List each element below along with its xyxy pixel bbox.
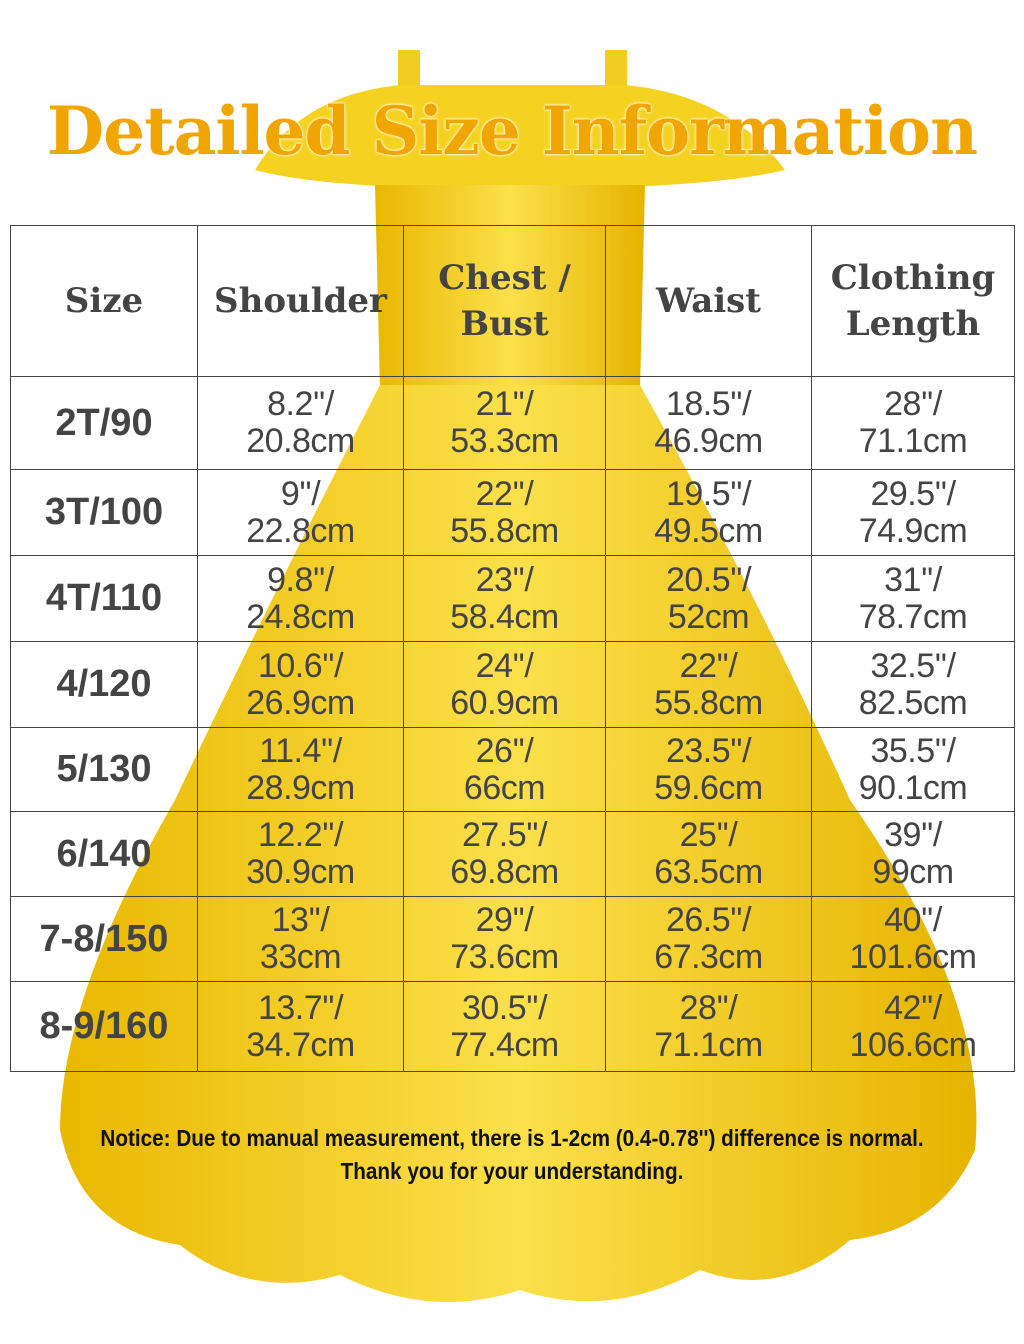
- measurement-cell: 27.5''/ 69.8cm: [403, 811, 606, 897]
- column-header: Waist: [605, 225, 812, 377]
- measurement-cell: 23.5''/ 59.6cm: [605, 727, 812, 812]
- page-title: Detailed Size Information: [46, 92, 978, 170]
- measurement-cell: 31''/ 78.7cm: [811, 555, 1015, 642]
- measurement-cell: 29''/ 73.6cm: [403, 896, 606, 982]
- measurement-cell: 18.5''/ 46.9cm: [605, 376, 812, 470]
- measurement-cell: 29.5''/ 74.9cm: [811, 469, 1015, 556]
- measurement-cell: 10.6''/ 26.9cm: [197, 641, 404, 728]
- measurement-cell: 42''/ 106.6cm: [811, 981, 1015, 1072]
- measurement-cell: 24''/ 60.9cm: [403, 641, 606, 728]
- size-cell: 6/140: [10, 811, 198, 897]
- measurement-cell: 23''/ 58.4cm: [403, 555, 606, 642]
- size-cell: 3T/100: [10, 469, 198, 556]
- table-row: 2T/90 8.2''/ 20.8cm 21''/ 53.3cm 18.5''/ 46…: [10, 376, 1015, 470]
- notice-line-1: Notice: Due to manual measurement, there…: [100, 1125, 924, 1151]
- table-row: 3T/100 9''/ 22.8cm 22''/ 55.8cm 19.5''/ 49.…: [10, 469, 1015, 556]
- size-cell: 2T/90: [10, 376, 198, 470]
- size-cell: 8-9/160: [10, 981, 198, 1072]
- column-header: Chest / Bust: [403, 225, 606, 377]
- measurement-cell: 26''/ 66cm: [403, 727, 606, 812]
- table-row: 4T/110 9.8''/ 24.8cm 23''/ 58.4cm 20.5''/ 5…: [10, 555, 1015, 642]
- measurement-cell: 19.5''/ 49.5cm: [605, 469, 812, 556]
- measurement-cell: 8.2''/ 20.8cm: [197, 376, 404, 470]
- column-header: Shoulder: [197, 225, 404, 377]
- measurement-cell: 28''/ 71.1cm: [811, 376, 1015, 470]
- size-cell: 4T/110: [10, 555, 198, 642]
- size-cell: 7-8/150: [10, 896, 198, 982]
- measurement-cell: 39''/ 99cm: [811, 811, 1015, 897]
- measurement-cell: 12.2''/ 30.9cm: [197, 811, 404, 897]
- size-cell: 4/120: [10, 641, 198, 728]
- measurement-cell: 40''/ 101.6cm: [811, 896, 1015, 982]
- measurement-cell: 11.4''/ 28.9cm: [197, 727, 404, 812]
- measurement-cell: 32.5''/ 82.5cm: [811, 641, 1015, 728]
- table-row: 5/130 11.4''/ 28.9cm 26''/ 66cm 23.5''/ 59.…: [10, 727, 1015, 812]
- size-cell: 5/130: [10, 727, 198, 812]
- measurement-cell: 26.5''/ 67.3cm: [605, 896, 812, 982]
- measurement-cell: 28''/ 71.1cm: [605, 981, 812, 1072]
- measurement-cell: 25''/ 63.5cm: [605, 811, 812, 897]
- table-row: 7-8/150 13''/ 33cm 29''/ 73.6cm 26.5''/ 67.…: [10, 896, 1015, 982]
- table-row: 4/120 10.6''/ 26.9cm 24''/ 60.9cm 22''/ 55.…: [10, 641, 1015, 728]
- measurement-cell: 9''/ 22.8cm: [197, 469, 404, 556]
- column-header: Clothing Length: [811, 225, 1015, 377]
- measurement-cell: 20.5''/ 52cm: [605, 555, 812, 642]
- measurement-cell: 35.5''/ 90.1cm: [811, 727, 1015, 812]
- table-row: 6/140 12.2''/ 30.9cm 27.5''/ 69.8cm 25''/ 6…: [10, 811, 1015, 897]
- size-table: Size Shoulder Chest / Bust Waist Clothing Le…: [10, 225, 1015, 1072]
- notice-line-2: Thank you for your understanding.: [340, 1158, 684, 1184]
- notice: Notice: Due to manual measurement, there…: [51, 1122, 973, 1188]
- measurement-cell: 13.7''/ 34.7cm: [197, 981, 404, 1072]
- header-row: Size Shoulder Chest / Bust Waist Clothing Le…: [10, 225, 1015, 377]
- measurement-cell: 21''/ 53.3cm: [403, 376, 606, 470]
- table-row: 8-9/160 13.7''/ 34.7cm 30.5''/ 77.4cm 28''/…: [10, 981, 1015, 1072]
- column-header: Size: [10, 225, 198, 377]
- measurement-cell: 13''/ 33cm: [197, 896, 404, 982]
- measurement-cell: 9.8''/ 24.8cm: [197, 555, 404, 642]
- measurement-cell: 30.5''/ 77.4cm: [403, 981, 606, 1072]
- measurement-cell: 22''/ 55.8cm: [403, 469, 606, 556]
- measurement-cell: 22''/ 55.8cm: [605, 641, 812, 728]
